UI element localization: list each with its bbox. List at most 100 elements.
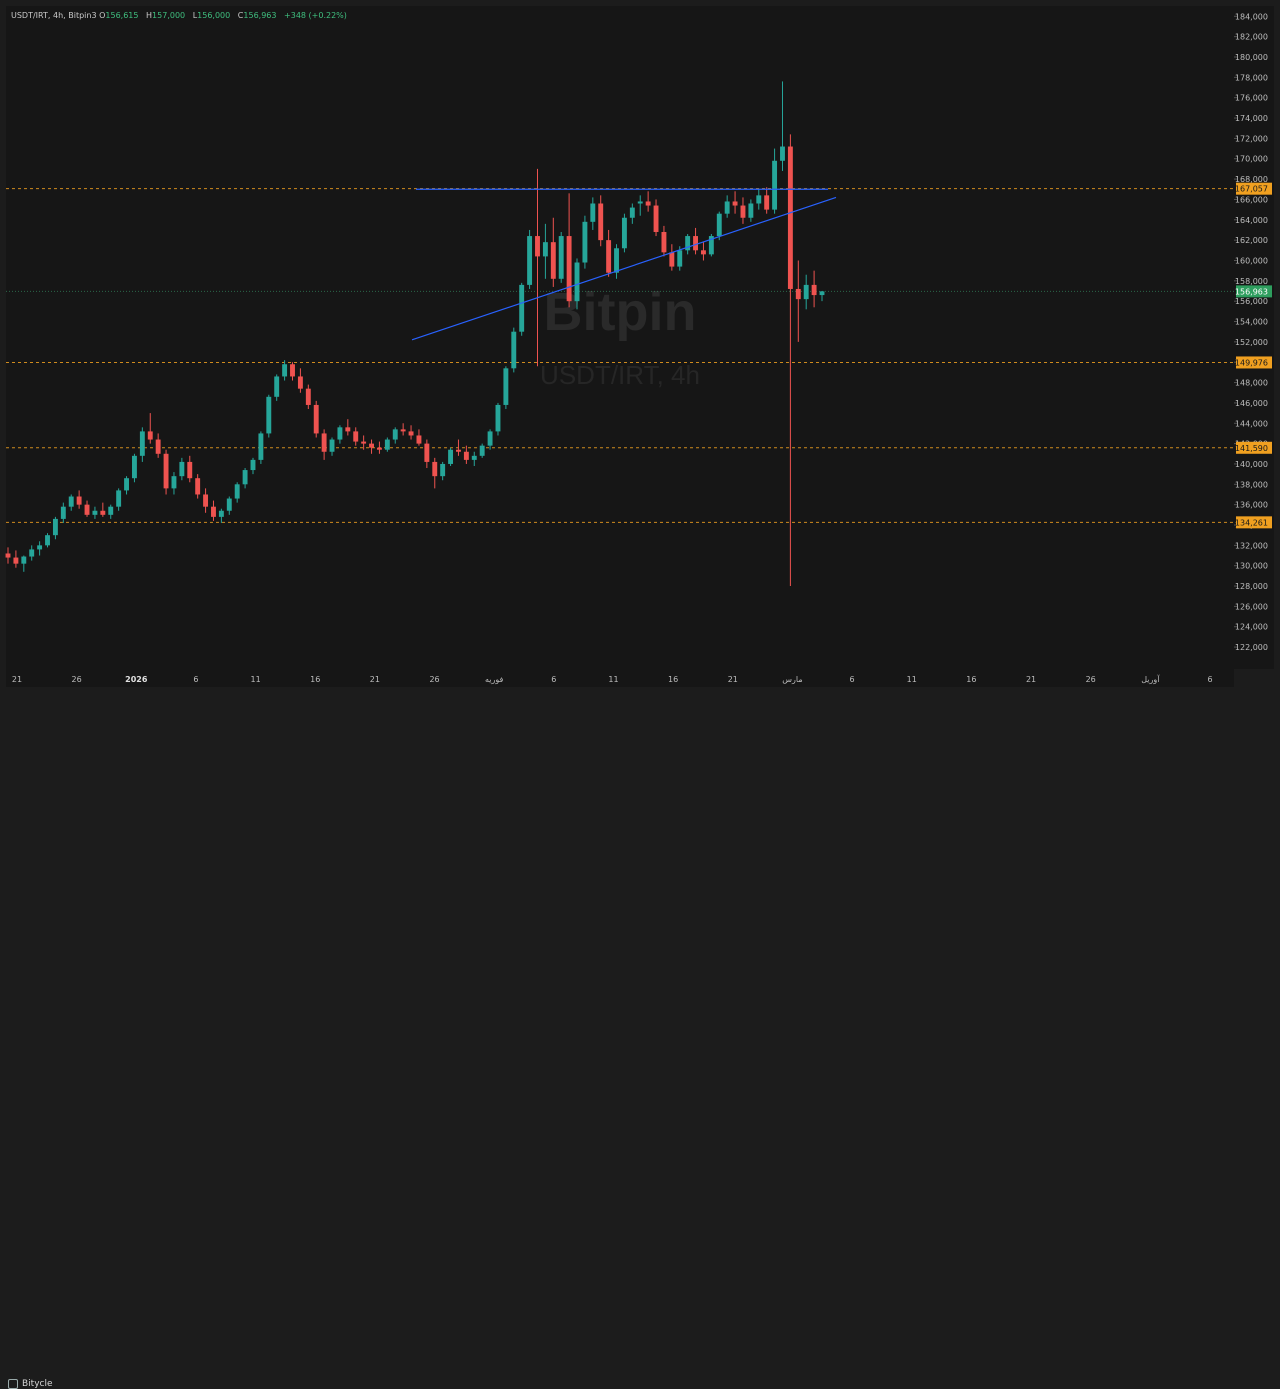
- candle-body: [124, 478, 129, 491]
- last-price-label: 156,963: [1235, 287, 1268, 296]
- y-tick-label: 170,000: [1235, 155, 1268, 164]
- candle-body: [732, 201, 738, 206]
- candle-body: [661, 231, 667, 253]
- candle-body: [511, 331, 517, 369]
- candle-body: [740, 205, 746, 218]
- candle-body: [305, 388, 311, 405]
- candle-body: [203, 494, 209, 507]
- level-price-label: 134,261: [1235, 518, 1268, 527]
- candle-body: [187, 461, 193, 479]
- candle-body: [527, 236, 533, 285]
- candle-body: [582, 221, 588, 263]
- candle-body: [487, 431, 493, 446]
- candle-body: [45, 535, 50, 546]
- x-tick-label: 21: [12, 675, 22, 684]
- x-tick-label: 2026: [125, 675, 148, 684]
- level-price-label: 141,590: [1235, 444, 1268, 453]
- candle-body: [195, 478, 201, 495]
- x-tick-label: 11: [251, 675, 261, 684]
- candle-body: [147, 431, 153, 440]
- x-tick-label: 6: [193, 675, 198, 684]
- candle-body: [392, 429, 398, 440]
- y-tick-label: 138,000: [1235, 480, 1268, 489]
- candle-body: [345, 427, 351, 432]
- y-tick-label: 122,000: [1235, 643, 1268, 652]
- candle-body: [432, 461, 438, 477]
- y-tick-label: 146,000: [1235, 399, 1268, 408]
- candle-body: [353, 431, 359, 442]
- candle-body: [76, 496, 82, 505]
- candle-body: [621, 217, 627, 249]
- candle-body: [84, 504, 90, 515]
- candle-body: [590, 203, 596, 222]
- x-tick-label: 16: [668, 675, 678, 684]
- plot-area[interactable]: [6, 6, 1234, 669]
- candle-body: [701, 250, 706, 255]
- candle-body: [669, 252, 675, 267]
- level-price-tag: [1236, 516, 1272, 529]
- candle-body: [131, 455, 137, 479]
- candle-body: [234, 484, 240, 499]
- candle-body: [495, 404, 501, 432]
- candle-body: [772, 160, 778, 210]
- x-tick-label: 21: [370, 675, 380, 684]
- brand[interactable]: Bitycle: [8, 1379, 53, 1389]
- open-value: 156,615: [105, 11, 139, 20]
- candle-body: [693, 236, 699, 251]
- candle-body: [637, 201, 643, 204]
- last-price-tag: [1236, 285, 1272, 298]
- candle-body: [756, 195, 762, 204]
- level-price-label: 149,976: [1235, 358, 1268, 367]
- candle-body: [171, 476, 177, 489]
- time-axis[interactable]: [6, 669, 1234, 687]
- y-tick-label: 166,000: [1235, 195, 1268, 204]
- level-price-tag: [1236, 182, 1272, 195]
- candle-body: [424, 443, 430, 462]
- x-tick-label: 11: [608, 675, 618, 684]
- y-tick-label: 174,000: [1235, 114, 1268, 123]
- brand-label: Bitycle: [22, 1379, 53, 1389]
- y-tick-label: 154,000: [1235, 318, 1268, 327]
- candle-body: [282, 364, 288, 377]
- y-tick-label: 152,000: [1235, 338, 1268, 347]
- y-tick-label: 158,000: [1235, 277, 1268, 286]
- y-tick-label: 168,000: [1235, 175, 1268, 184]
- candle-body: [558, 236, 564, 279]
- candle-body: [211, 506, 216, 517]
- candle-body: [550, 242, 556, 279]
- high-value: 157,000: [152, 11, 186, 20]
- candle-body: [329, 439, 335, 452]
- candle-body: [337, 427, 343, 440]
- x-tick-label: 21: [1026, 675, 1036, 684]
- price-axis[interactable]: [1234, 6, 1274, 669]
- candle-body: [471, 455, 477, 460]
- candle-body: [100, 510, 106, 515]
- candle-body: [226, 498, 232, 511]
- candle-body: [5, 553, 11, 558]
- candle-body: [297, 376, 303, 389]
- y-tick-label: 124,000: [1235, 623, 1268, 632]
- candle-body: [21, 556, 27, 564]
- y-tick-label: 164,000: [1235, 216, 1268, 225]
- candle-body: [724, 201, 730, 214]
- candle-body: [708, 236, 714, 255]
- candle-body: [361, 441, 367, 444]
- candle-body: [780, 146, 785, 161]
- candle-body: [795, 288, 801, 300]
- open-label: O: [99, 11, 106, 20]
- close-label: C: [237, 11, 244, 20]
- candlestick-chart: Bitpin USDT/IRT, 4h 122,000 124,000 126,000 1…: [5, 12, 1272, 684]
- y-tick-label: 144,000: [1235, 419, 1268, 428]
- high-label: H: [146, 11, 153, 20]
- y-tick-label: 162,000: [1235, 236, 1268, 245]
- candle-body: [155, 439, 161, 454]
- candle-body: [60, 506, 66, 519]
- y-tick-label: 176,000: [1235, 94, 1268, 103]
- y-tick-label: 148,000: [1235, 379, 1268, 388]
- candle-body: [376, 447, 382, 450]
- candle-body: [748, 203, 754, 218]
- candle-body: [218, 510, 224, 517]
- bitycle-logo-icon: [8, 1379, 18, 1389]
- candle-body: [677, 250, 683, 267]
- candle-body: [803, 284, 809, 300]
